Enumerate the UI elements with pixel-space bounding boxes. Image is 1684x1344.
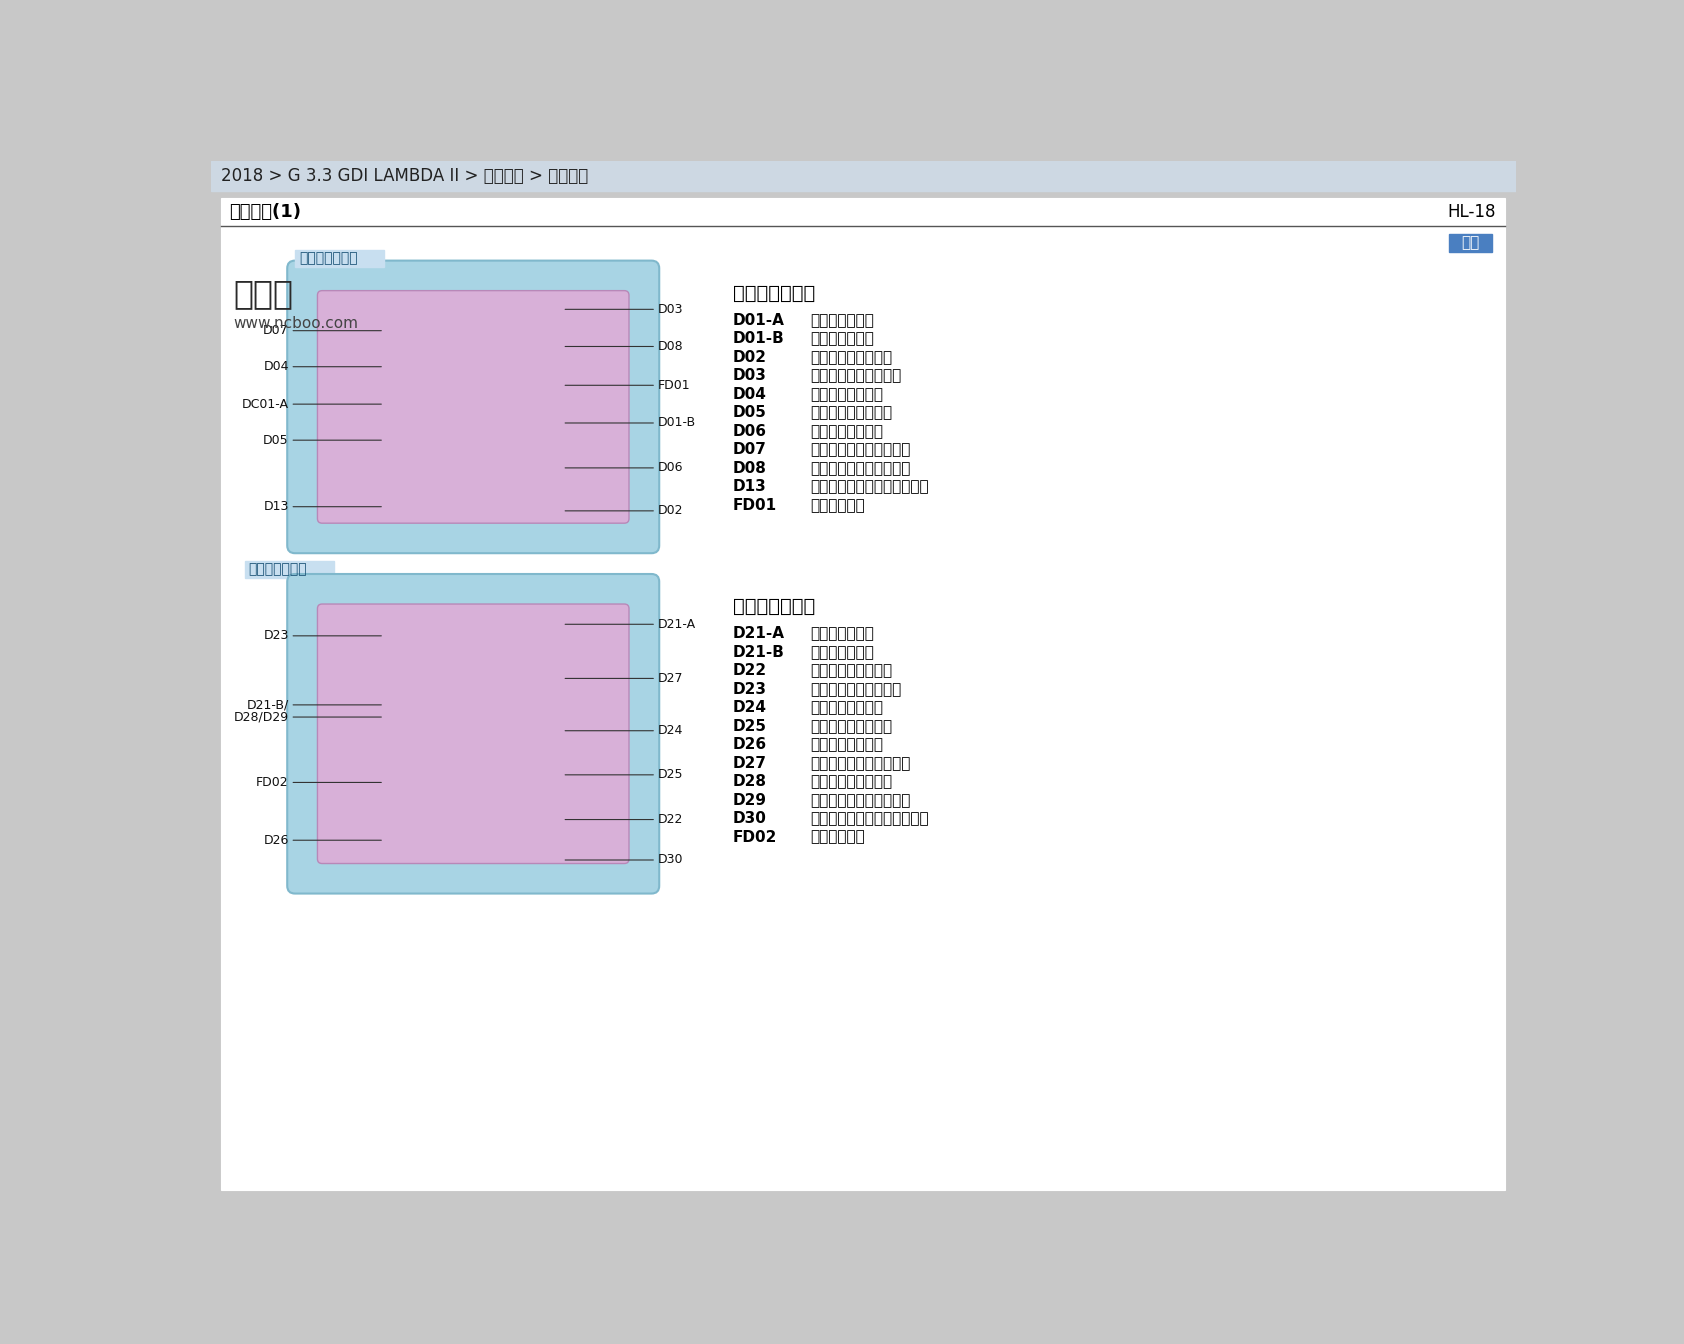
Text: D28: D28 bbox=[733, 774, 766, 789]
Text: D23: D23 bbox=[733, 681, 766, 696]
Text: D30: D30 bbox=[658, 853, 684, 867]
Text: D21-A: D21-A bbox=[733, 626, 785, 641]
Text: D23: D23 bbox=[263, 629, 288, 642]
Text: 连接底板线束: 连接底板线束 bbox=[810, 497, 866, 513]
Bar bbox=[244, 560, 333, 578]
Text: 连接底板线束: 连接底板线束 bbox=[810, 829, 866, 844]
Text: D13: D13 bbox=[263, 500, 288, 513]
FancyBboxPatch shape bbox=[288, 261, 658, 554]
Text: 助手席电动门窗电机: 助手席电动门窗电机 bbox=[810, 664, 893, 679]
FancyBboxPatch shape bbox=[288, 574, 658, 894]
Text: D01-B: D01-B bbox=[658, 417, 695, 430]
Text: D13: D13 bbox=[733, 480, 766, 495]
Text: 车门线束(1): 车门线束(1) bbox=[229, 203, 301, 222]
Text: 驾驶席电动室外后视镜: 驾驶席电动室外后视镜 bbox=[810, 368, 901, 383]
Text: 驾驶席车门模块: 驾驶席车门模块 bbox=[810, 313, 874, 328]
Text: www.ncboo.com: www.ncboo.com bbox=[232, 316, 359, 332]
Text: D01-B: D01-B bbox=[733, 332, 785, 347]
Text: D22: D22 bbox=[733, 664, 766, 679]
Text: 助手席安全电动门窗开关: 助手席安全电动门窗开关 bbox=[810, 793, 911, 808]
Text: D27: D27 bbox=[658, 672, 684, 685]
Text: D03: D03 bbox=[658, 302, 684, 316]
Bar bbox=[210, 161, 1516, 191]
Text: D05: D05 bbox=[733, 406, 766, 421]
Text: 驾驶席车门线束: 驾驶席车门线束 bbox=[733, 284, 815, 302]
Text: 驾驶席车门线束: 驾驶席车门线束 bbox=[298, 251, 357, 265]
Text: 驾驶席压力式侧面碰撞传感器: 驾驶席压力式侧面碰撞传感器 bbox=[810, 480, 930, 495]
Text: D07: D07 bbox=[733, 442, 766, 457]
Text: D21-B/: D21-B/ bbox=[246, 699, 288, 711]
Text: 助手席压力式侧面碰撞传感器: 助手席压力式侧面碰撞传感器 bbox=[810, 812, 930, 827]
Text: 助手席车门线束: 助手席车门线束 bbox=[249, 562, 306, 577]
Text: 左舶: 左舶 bbox=[1462, 235, 1480, 250]
Text: D26: D26 bbox=[733, 738, 766, 753]
Text: FD02: FD02 bbox=[733, 829, 778, 844]
Text: D02: D02 bbox=[733, 349, 766, 366]
Text: D22: D22 bbox=[658, 813, 684, 827]
Text: HL-18: HL-18 bbox=[1447, 203, 1495, 222]
Text: D06: D06 bbox=[733, 423, 766, 439]
Text: 助手席电动室外后视镜: 助手席电动室外后视镜 bbox=[810, 681, 901, 696]
Bar bbox=[1448, 234, 1492, 253]
Text: 驾驶席车门扬声器: 驾驶席车门扬声器 bbox=[810, 423, 884, 439]
Text: D28/D29: D28/D29 bbox=[234, 711, 288, 723]
Text: D04: D04 bbox=[733, 387, 766, 402]
Text: 助手席车门线束: 助手席车门线束 bbox=[733, 597, 815, 616]
Text: 助手席智能锁匙外侧手柄: 助手席智能锁匙外侧手柄 bbox=[810, 755, 911, 770]
Text: D24: D24 bbox=[658, 724, 684, 738]
Text: D26: D26 bbox=[263, 833, 288, 847]
Text: D25: D25 bbox=[733, 719, 766, 734]
Text: 助手席车门模块: 助手席车门模块 bbox=[810, 626, 874, 641]
Text: D06: D06 bbox=[658, 461, 684, 474]
Text: D21-A: D21-A bbox=[658, 618, 695, 630]
Text: D25: D25 bbox=[658, 769, 684, 781]
Text: D03: D03 bbox=[733, 368, 766, 383]
Text: 驾驶席智能锁匙外侧手柄: 驾驶席智能锁匙外侧手柄 bbox=[810, 442, 911, 457]
Text: 驾驶席安全门窗模块: 驾驶席安全门窗模块 bbox=[810, 406, 893, 421]
Text: D01-A: D01-A bbox=[733, 313, 785, 328]
Text: 牛车宝: 牛车宝 bbox=[232, 277, 293, 310]
Text: D07: D07 bbox=[263, 324, 288, 337]
Text: 助手席安全门窗模块: 助手席安全门窗模块 bbox=[810, 719, 893, 734]
Text: 助手席车门模块: 助手席车门模块 bbox=[810, 645, 874, 660]
Text: 助手席门锁执行器: 助手席门锁执行器 bbox=[810, 700, 884, 715]
Text: FD01: FD01 bbox=[733, 497, 776, 513]
Text: D30: D30 bbox=[733, 812, 766, 827]
Text: 驾驶席电动门窗电机: 驾驶席电动门窗电机 bbox=[810, 349, 893, 366]
Text: 助手席电动门窗开关: 助手席电动门窗开关 bbox=[810, 774, 893, 789]
Text: 驾驶席门锁执行器: 驾驶席门锁执行器 bbox=[810, 387, 884, 402]
Text: FD01: FD01 bbox=[658, 379, 690, 392]
FancyBboxPatch shape bbox=[318, 603, 630, 864]
Text: D29: D29 bbox=[733, 793, 766, 808]
Text: D04: D04 bbox=[263, 360, 288, 374]
Text: D21-B: D21-B bbox=[733, 645, 785, 660]
Text: D08: D08 bbox=[733, 461, 766, 476]
Text: 驾驶席车门模块: 驾驶席车门模块 bbox=[810, 332, 874, 347]
Text: DC01-A: DC01-A bbox=[242, 398, 288, 411]
Text: D27: D27 bbox=[733, 755, 766, 770]
Text: D02: D02 bbox=[658, 504, 684, 517]
Text: FD02: FD02 bbox=[256, 775, 288, 789]
Bar bbox=[295, 250, 384, 266]
Text: D24: D24 bbox=[733, 700, 766, 715]
Text: D08: D08 bbox=[658, 340, 684, 353]
Text: 2018 > G 3.3 GDI LAMBDA II > 线束布置 > 车门线束: 2018 > G 3.3 GDI LAMBDA II > 线束布置 > 车门线束 bbox=[221, 167, 589, 185]
Text: D05: D05 bbox=[263, 434, 288, 446]
FancyBboxPatch shape bbox=[318, 290, 630, 523]
Text: 助手席车门扬声器: 助手席车门扬声器 bbox=[810, 738, 884, 753]
Text: 驾驶席集成记忆系统开关: 驾驶席集成记忆系统开关 bbox=[810, 461, 911, 476]
